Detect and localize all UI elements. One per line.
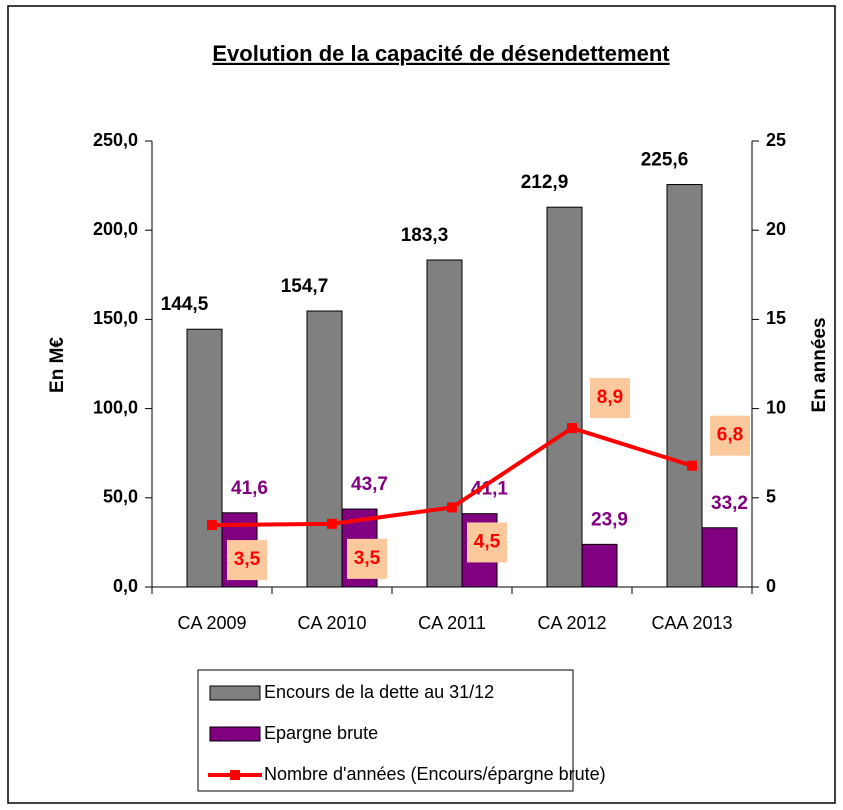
legend-marker: [230, 770, 240, 780]
y2-axis-title: En années: [809, 317, 830, 412]
y-tick-label: 150,0: [93, 308, 138, 328]
bar-value-label: 41,6: [231, 478, 268, 499]
chart-title: Evolution de la capacité de désendetteme…: [212, 41, 670, 66]
bar-value-label: 144,5: [161, 294, 209, 315]
line-marker: [207, 520, 217, 531]
x-tick-label: CA 2011: [418, 613, 486, 633]
y-tick-label: 50,0: [103, 487, 138, 507]
line-label-bg: [227, 540, 267, 581]
y-tick-label: 200,0: [93, 219, 138, 239]
y2-tick-label: 0: [766, 576, 776, 596]
x-tick-label: CA 2012: [537, 613, 606, 633]
line-marker: [327, 518, 337, 529]
line-label-bg: [710, 415, 750, 456]
bar-value-label: 23,9: [591, 509, 628, 530]
y-tick-label: 250,0: [93, 130, 138, 150]
legend-label: Epargne brute: [264, 723, 378, 743]
legend-swatch: [209, 685, 261, 701]
bar: [186, 328, 223, 588]
x-tick-label: CA 2009: [177, 613, 246, 633]
line-value-label: 4,5: [474, 531, 501, 552]
y2-tick-label: 15: [766, 308, 786, 328]
x-tick-label: CAA 2013: [651, 613, 732, 633]
bar: [701, 527, 738, 588]
bar: [666, 184, 703, 588]
y-tick-label: 0,0: [113, 576, 138, 596]
bar: [306, 310, 343, 588]
y2-tick-label: 10: [766, 397, 786, 417]
bar-value-label: 43,7: [351, 474, 388, 495]
legend-label: Encours de la dette au 31/12: [264, 682, 494, 702]
bar: [426, 259, 463, 588]
legend-swatch: [209, 726, 261, 742]
line-marker: [447, 502, 457, 513]
y2-tick-label: 20: [766, 219, 786, 239]
y-axis-title: En M€: [47, 337, 68, 393]
y2-tick-label: 5: [766, 487, 776, 507]
line-label-bg: [590, 378, 630, 419]
bar-value-label: 225,6: [641, 150, 689, 171]
x-tick-label: CA 2010: [297, 613, 366, 633]
line-marker: [567, 423, 577, 434]
y2-tick-label: 25: [766, 130, 786, 150]
bar: [546, 206, 583, 588]
line-value-label: 6,8: [717, 425, 743, 446]
line-value-label: 8,9: [597, 387, 623, 408]
line-value-label: 3,5: [354, 548, 381, 569]
y-tick-label: 100,0: [93, 397, 138, 417]
legend-label: Nombre d'années (Encours/épargne brute): [264, 764, 606, 784]
bar-value-label: 33,2: [711, 493, 748, 514]
line-value-label: 3,5: [234, 549, 261, 570]
line-label-bg: [467, 522, 507, 563]
bar-value-label: 212,9: [521, 172, 569, 193]
bar-value-label: 41,1: [471, 479, 508, 500]
bar-value-label: 183,3: [401, 225, 449, 246]
line-marker: [687, 460, 697, 471]
bar-value-label: 154,7: [281, 276, 329, 297]
line-label-bg: [347, 538, 387, 579]
bar: [581, 543, 618, 588]
